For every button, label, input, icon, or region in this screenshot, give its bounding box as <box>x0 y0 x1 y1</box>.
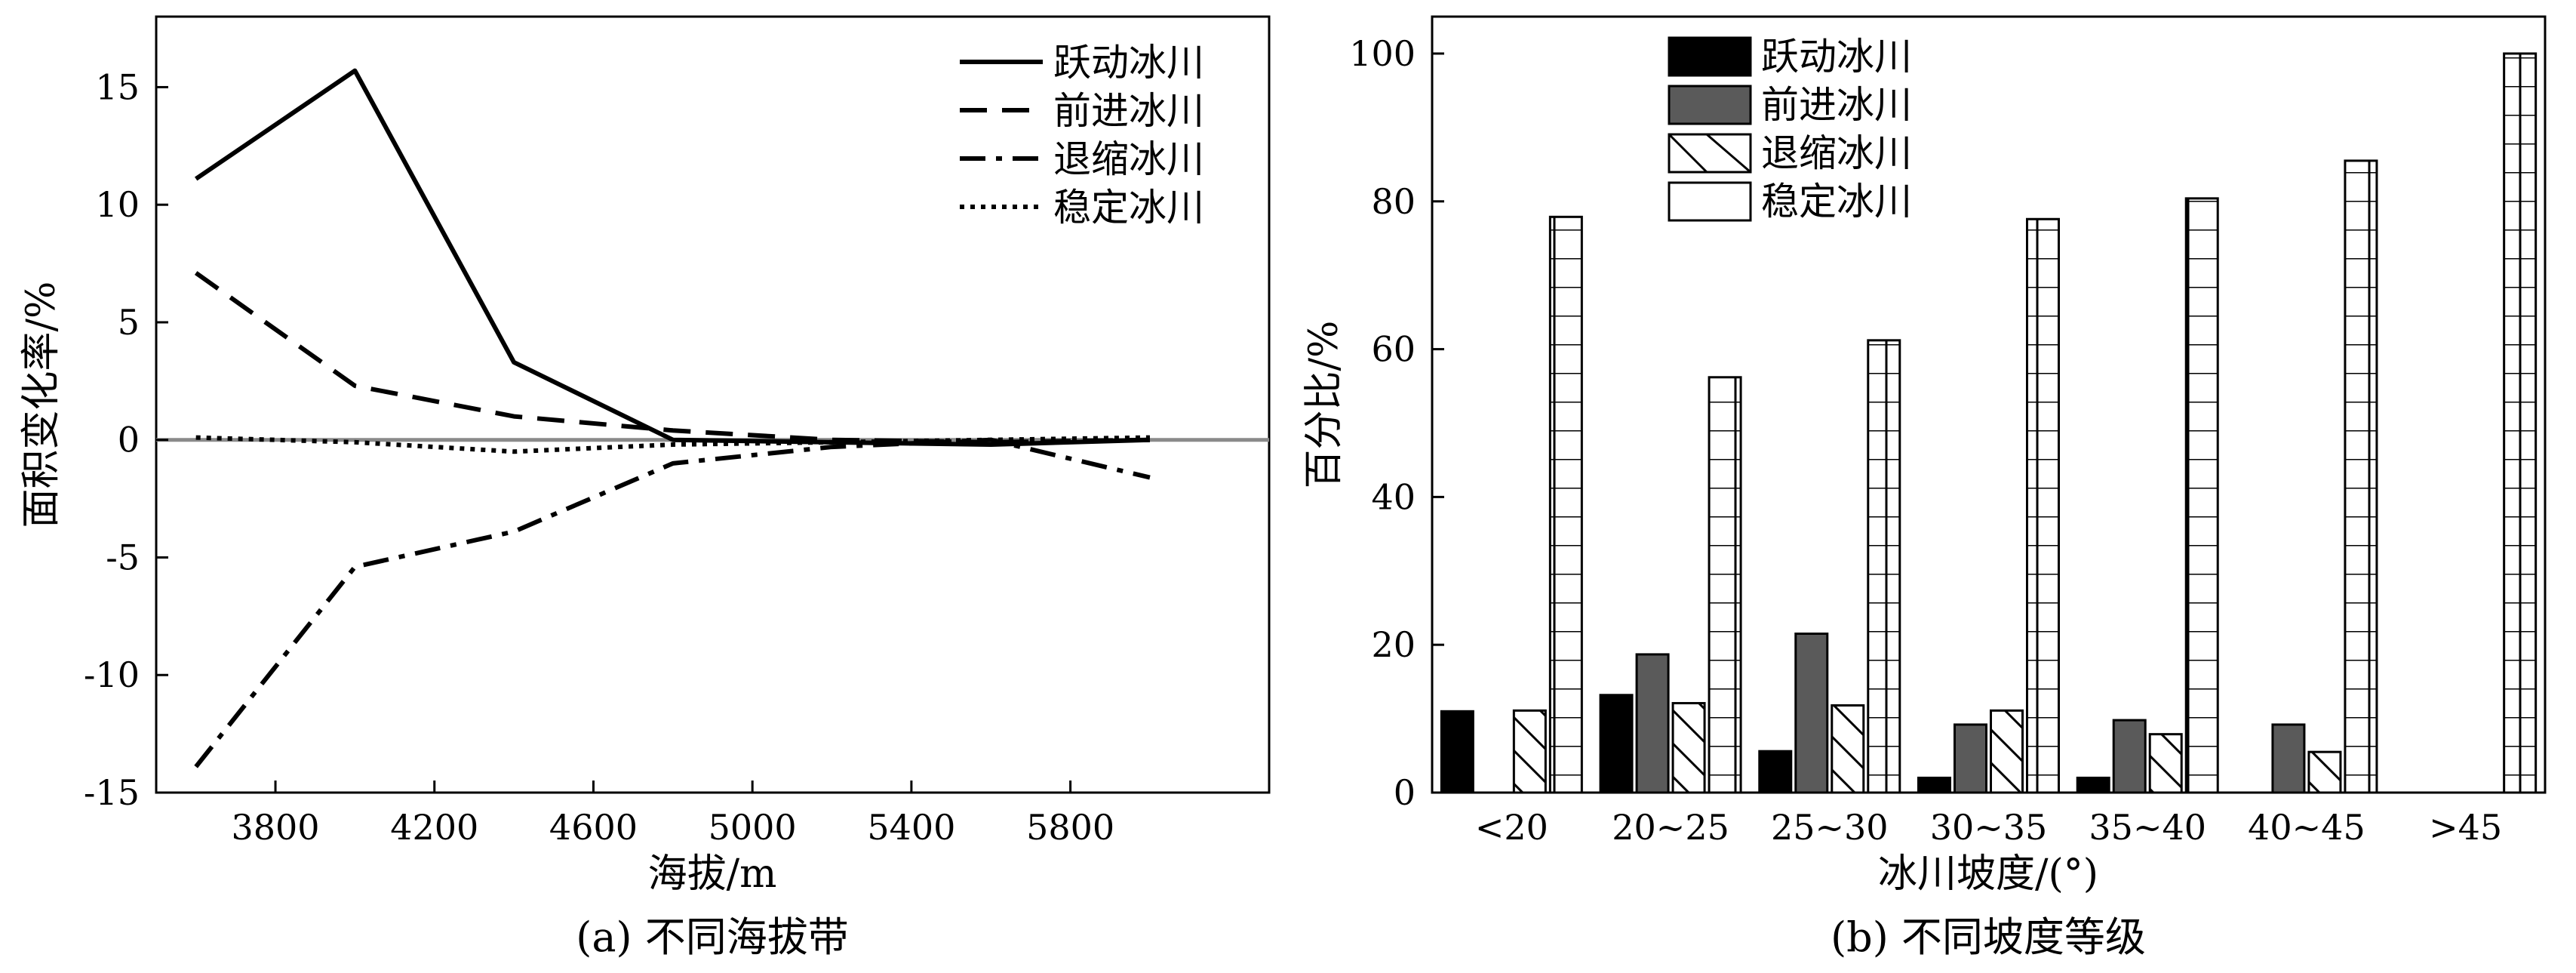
y-tick-label: 10 <box>95 184 140 225</box>
bar-series-4 <box>1548 215 1583 794</box>
bar-series-3 <box>2148 733 2183 794</box>
bar-series-2 <box>2271 723 2306 794</box>
y-tick-label: 20 <box>1371 624 1416 665</box>
x-tick-label: 20~25 <box>1612 807 1729 848</box>
bar-series-1 <box>1440 710 1474 794</box>
bar-series-4 <box>1867 339 1901 794</box>
y-axis-ticks: -15 -10 -5 0 5 10 15 <box>84 66 168 813</box>
x-tick-label: 40~45 <box>2248 807 2365 848</box>
y-tick-label: 80 <box>1371 181 1416 222</box>
y-tick-label: 60 <box>1371 329 1416 370</box>
caption-b: (b) 不同坡度等级 <box>1831 913 2146 961</box>
x-axis-label-b: 冰川坡度/(°) <box>1878 851 2098 897</box>
bar-groups <box>1440 52 2538 794</box>
legend-label: 稳定冰川 <box>1761 180 1912 223</box>
y-axis-label-a: 面积变化率/% <box>19 282 64 528</box>
y-tick-label: 0 <box>118 420 140 460</box>
series-line-3 <box>194 437 1151 768</box>
x-tick-label: 3800 <box>231 807 319 848</box>
bar-series-1 <box>1758 750 1793 794</box>
legend-label: 稳定冰川 <box>1053 186 1204 229</box>
x-tick-label: <20 <box>1475 807 1548 848</box>
legend-swatch-hatch <box>1668 133 1708 174</box>
legend-label: 前进冰川 <box>1053 89 1204 133</box>
legend-label: 跃动冰川 <box>1761 35 1912 79</box>
legend-swatch <box>1668 85 1752 125</box>
y-tick-label: 100 <box>1349 33 1416 74</box>
x-tick-label: 35~40 <box>2089 807 2206 848</box>
legend-label: 退缩冰川 <box>1761 131 1912 175</box>
x-tick-label: 5400 <box>867 807 955 848</box>
bar-group-2 <box>1599 376 1742 794</box>
x-tick-label: 25~30 <box>1771 807 1889 848</box>
x-tick-label: 5000 <box>709 807 797 848</box>
x-tick-label: >45 <box>2429 807 2502 848</box>
legend-label: 前进冰川 <box>1761 83 1912 127</box>
bar-series-3 <box>1671 702 1706 794</box>
bar-series-4 <box>2503 52 2538 794</box>
legend-label: 跃动冰川 <box>1053 41 1204 85</box>
x-axis-label-a: 海拔/m <box>648 851 777 897</box>
series-line-2 <box>194 271 1151 445</box>
caption-a: (a) 不同海拔带 <box>576 913 849 961</box>
x-tick-label: 30~35 <box>1930 807 2048 848</box>
y-tick-label: 5 <box>118 302 140 343</box>
bar-group-1 <box>1440 215 1583 794</box>
series-lines <box>194 68 1151 768</box>
legend-label: 退缩冰川 <box>1053 137 1204 181</box>
bar-series-2 <box>1794 633 1829 794</box>
y-tick-label: 0 <box>1394 772 1416 813</box>
bar-series-4 <box>2344 159 2378 794</box>
bar-series-4 <box>1708 376 1742 794</box>
bar-group-4 <box>1917 217 2060 794</box>
x-tick-label: 4200 <box>390 807 478 848</box>
x-tick-label: 5800 <box>1026 807 1114 848</box>
panel-b-bar-chart: 0 20 40 60 80 100 <20 20~25 25~30 30~35 35~40 40~4… <box>1302 15 2547 961</box>
bar-series-1 <box>1917 776 1951 794</box>
y-tick-label: 40 <box>1371 476 1416 517</box>
bar-series-1 <box>1599 694 1634 794</box>
bar-series-2 <box>2112 719 2147 794</box>
series-line-4 <box>195 435 1151 454</box>
bar-series-3 <box>2307 750 2342 794</box>
bar-series-2 <box>1954 723 1987 794</box>
bar-group-6 <box>2271 159 2378 794</box>
bar-group-5 <box>2076 197 2219 794</box>
plot-b-frame <box>1431 15 2547 794</box>
bar-group-7 <box>2503 52 2538 794</box>
bar-series-3 <box>1990 709 2024 794</box>
bar-series-4 <box>2026 217 2060 794</box>
series-line-1 <box>194 68 1151 447</box>
legend-swatch <box>1668 133 1752 174</box>
y-tick-label: -10 <box>84 654 140 695</box>
y-tick-label: 15 <box>95 66 140 107</box>
y-tick-label: -15 <box>84 772 140 813</box>
x-tick-label: 4600 <box>549 807 638 848</box>
bar-series-1 <box>2076 776 2110 794</box>
legend-swatch-hatch <box>1706 133 1751 174</box>
legend-swatch <box>1668 181 1752 222</box>
y-axis-ticks: 0 20 40 60 80 100 <box>1349 33 1444 813</box>
x-axis-ticks: 3800 4200 4600 5000 5400 5800 <box>231 781 1114 848</box>
bar-group-3 <box>1758 339 1901 794</box>
y-axis-label-b: 百分比/% <box>1302 321 1347 489</box>
bar-series-4 <box>2184 197 2219 794</box>
x-axis-ticks: <20 20~25 25~30 30~35 35~40 40~45 >45 <box>1475 807 2502 848</box>
bar-series-3 <box>1831 704 1865 794</box>
bar-series-3 <box>1512 709 1547 794</box>
y-tick-label: -5 <box>106 537 140 577</box>
legend-swatch <box>1668 36 1752 77</box>
bar-series-2 <box>1635 653 1670 794</box>
plot-a-frame <box>155 15 1271 794</box>
